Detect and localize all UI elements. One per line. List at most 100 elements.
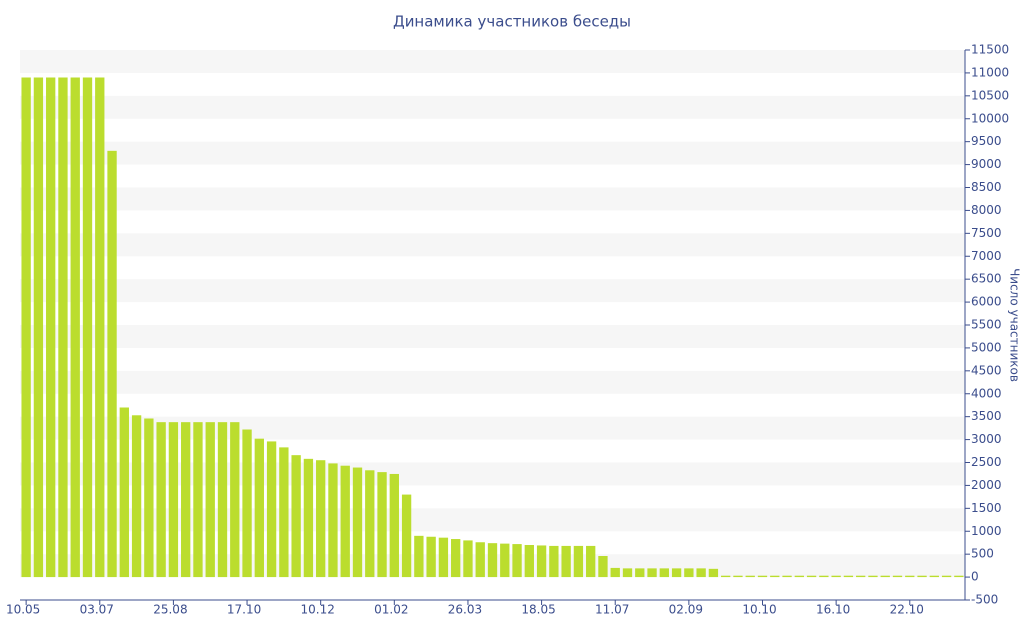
y-tick-label: 4500: [971, 363, 1002, 377]
y-tick-label: 6000: [971, 295, 1002, 309]
bar: [622, 568, 633, 578]
y-tick-label: -500: [971, 593, 998, 607]
bar: [181, 422, 191, 578]
bar: [119, 407, 129, 578]
bar: [168, 422, 179, 578]
bar: [131, 415, 142, 578]
bar: [868, 575, 878, 578]
x-tick-label: 17.10: [227, 603, 261, 617]
grid-stripe: [20, 370, 965, 394]
grid-stripe: [20, 50, 965, 73]
y-tick-label: 9000: [971, 157, 1002, 171]
bar: [524, 545, 534, 578]
bar: [659, 568, 669, 578]
bar: [794, 575, 804, 578]
bar: [954, 575, 964, 578]
bar: [757, 575, 768, 578]
y-tick-label: 6500: [971, 272, 1002, 286]
y-tick-label: 5000: [971, 340, 1002, 354]
bar: [831, 575, 841, 578]
y-tick-label: 7000: [971, 249, 1002, 263]
bar: [463, 540, 473, 578]
bar: [856, 575, 866, 578]
bar: [610, 567, 620, 578]
x-tick-label: 10.05: [6, 603, 40, 617]
bar: [82, 77, 93, 578]
x-tick-label: 01.02: [374, 603, 408, 617]
bar: [352, 467, 363, 578]
bar: [217, 422, 228, 578]
bar: [414, 535, 424, 578]
bar: [205, 422, 215, 578]
y-tick-label: 7500: [971, 226, 1002, 240]
bar: [500, 543, 510, 578]
bar: [549, 545, 559, 578]
bar: [684, 568, 694, 578]
bar: [475, 542, 485, 578]
y-axis-title: Число участников: [1008, 268, 1022, 382]
bar: [770, 575, 780, 578]
grid-stripe: [20, 416, 965, 440]
bar: [254, 438, 264, 578]
bar: [892, 575, 903, 578]
x-tick-label: 11.07: [595, 603, 629, 617]
bar: [561, 545, 571, 578]
grid-stripe: [20, 187, 965, 211]
bar: [536, 545, 547, 578]
bar: [671, 568, 682, 578]
y-tick-label: 500: [971, 547, 994, 561]
bar: [819, 575, 829, 578]
x-tick-label: 03.07: [80, 603, 114, 617]
x-tick-label: 16.10: [816, 603, 850, 617]
bar: [70, 77, 80, 578]
bar: [708, 568, 719, 578]
y-tick-label: 11500: [971, 43, 1009, 57]
y-tick-label: 10000: [971, 111, 1009, 125]
bar: [843, 575, 854, 578]
y-tick-label: 4000: [971, 386, 1002, 400]
x-tick-label: 10.12: [301, 603, 335, 617]
bar: [377, 472, 387, 578]
grid-stripe: [20, 141, 965, 165]
bar: [451, 539, 461, 578]
bar: [156, 422, 166, 578]
x-tick-label: 02.09: [669, 603, 703, 617]
bar: [941, 575, 952, 578]
y-tick-label: 3000: [971, 432, 1002, 446]
x-tick-label: 22.10: [890, 603, 924, 617]
x-tick-label: 10.10: [742, 603, 776, 617]
grid-stripe: [20, 95, 965, 119]
x-tick-label: 26.03: [448, 603, 482, 617]
bar: [266, 441, 277, 578]
bar: [193, 422, 203, 578]
bar: [316, 460, 326, 578]
bar: [721, 575, 731, 578]
x-tick-label: 18.05: [521, 603, 555, 617]
bar: [929, 575, 939, 578]
grid-stripe: [20, 233, 965, 257]
bar: [696, 568, 706, 578]
chart-title: Динамика участников беседы: [393, 13, 631, 31]
x-tick-label: 25.08: [153, 603, 187, 617]
grid-stripe: [20, 325, 965, 348]
y-tick-label: 1000: [971, 524, 1002, 538]
bar: [438, 537, 449, 578]
y-tick-label: 1500: [971, 501, 1002, 515]
y-tick-label: 8000: [971, 203, 1002, 217]
bar: [328, 463, 338, 578]
y-tick-label: 8500: [971, 180, 1002, 194]
bar: [745, 575, 755, 578]
bar: [365, 470, 375, 578]
y-tick-label: 9500: [971, 134, 1002, 148]
bar: [46, 77, 56, 578]
bar: [58, 77, 68, 578]
bar: [586, 545, 596, 578]
bar: [806, 575, 817, 578]
y-tick-label: 2000: [971, 478, 1002, 492]
y-tick-label: 0: [971, 570, 979, 584]
bar: [426, 536, 436, 578]
y-tick-label: 11000: [971, 65, 1009, 79]
y-tick-label: 5500: [971, 318, 1002, 332]
y-tick-label: 3500: [971, 409, 1002, 423]
bar: [33, 77, 44, 578]
